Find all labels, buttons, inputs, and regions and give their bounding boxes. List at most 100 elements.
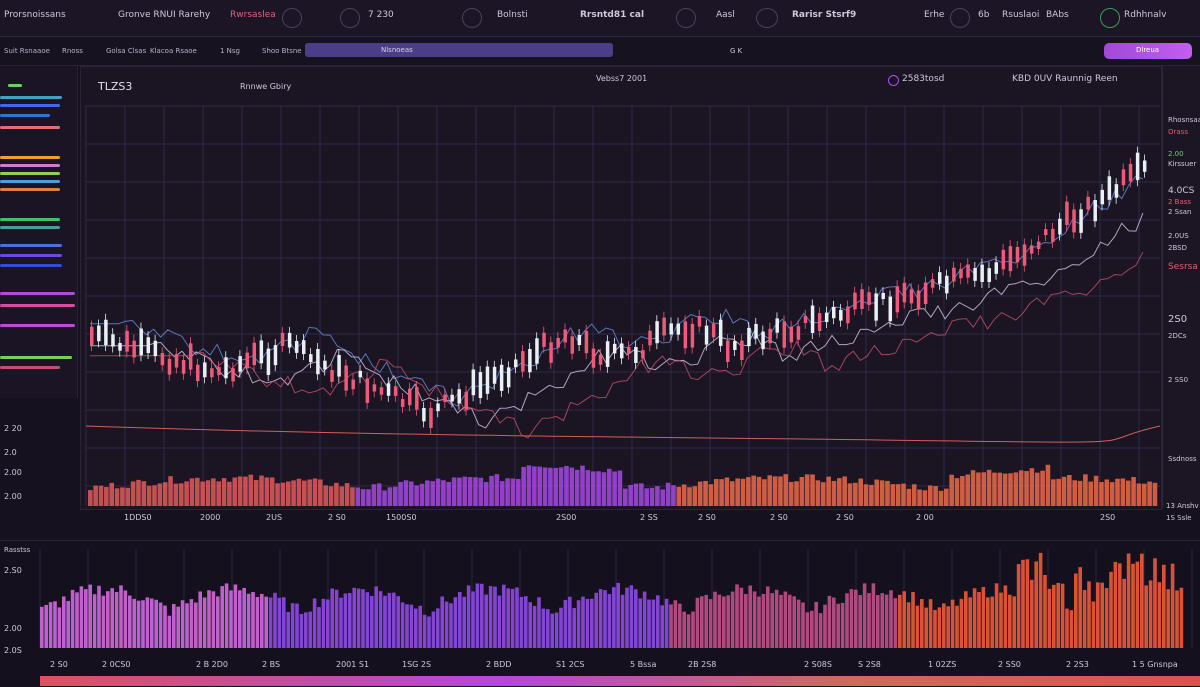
- histogram-bar: [475, 583, 480, 648]
- histogram-bar: [158, 602, 163, 648]
- candle-body: [697, 316, 702, 327]
- histogram-bar: [832, 597, 836, 648]
- volume-bar: [992, 472, 997, 506]
- right-panel-item[interactable]: 2DCs: [1168, 332, 1187, 340]
- right-panel-item[interactable]: 2 SS0: [1168, 376, 1189, 384]
- circle-icon[interactable]: [756, 8, 778, 28]
- right-panel-item[interactable]: 2 Ssan: [1168, 208, 1192, 216]
- volume-bar: [98, 485, 104, 506]
- top-menu-item[interactable]: Erhe: [924, 10, 945, 20]
- candle-body: [817, 313, 822, 332]
- indicator-bar: [0, 188, 60, 191]
- candle-body: [909, 289, 914, 304]
- top-menu-item[interactable]: BAbs: [1046, 10, 1069, 20]
- volume-bar: [312, 478, 318, 506]
- circle-icon[interactable]: [676, 8, 696, 28]
- indicator-dot-icon[interactable]: [888, 75, 899, 86]
- histogram-bar: [722, 596, 726, 648]
- top-menu-item[interactable]: Bolnsti: [497, 10, 528, 20]
- histogram-bar: [937, 607, 942, 648]
- right-panel-item[interactable]: 4.0CS: [1168, 186, 1195, 196]
- histogram-bar: [282, 597, 286, 648]
- search-icon[interactable]: G K: [730, 47, 743, 55]
- right-panel-item[interactable]: 13 Anshv: [1166, 502, 1199, 510]
- candle-body: [1001, 249, 1006, 270]
- histogram-bar: [251, 592, 255, 648]
- symbol-label[interactable]: TLZS3: [98, 80, 133, 93]
- primary-action-button[interactable]: Dlreua: [1104, 43, 1192, 59]
- toolbar-item[interactable]: 1 Nsg: [220, 47, 241, 55]
- histogram-bar: [123, 590, 128, 648]
- toolbar-item[interactable]: Golsa Clsas: [106, 47, 147, 55]
- histogram-bar: [418, 605, 422, 648]
- chart-panel[interactable]: [80, 66, 1162, 510]
- histogram-bar: [858, 595, 862, 648]
- toolbar-item[interactable]: Klacoa Rsaoe: [150, 47, 197, 55]
- volume-bar: [944, 488, 949, 506]
- right-panel-item[interactable]: 2.00: [1168, 150, 1184, 158]
- circle-icon[interactable]: [462, 8, 482, 28]
- histogram-bar: [590, 598, 594, 648]
- chart-grid: [85, 105, 1160, 506]
- volume-bar: [152, 485, 157, 506]
- user-icon[interactable]: [1100, 8, 1120, 28]
- volume-bar: [901, 483, 906, 506]
- candle-body: [761, 331, 765, 350]
- right-panel-item[interactable]: 2.0US: [1168, 232, 1189, 240]
- histogram-bar: [620, 594, 625, 648]
- chart-title: Vebss7 2001: [596, 74, 648, 83]
- right-panel-item[interactable]: 2BSD: [1168, 244, 1187, 252]
- histogram-bar: [585, 598, 590, 648]
- candle-body: [153, 340, 158, 357]
- candles: [90, 146, 1147, 434]
- right-panel-item[interactable]: Orass: [1168, 128, 1188, 136]
- top-menu-item[interactable]: Rsuslaoi: [1002, 10, 1040, 20]
- histogram-bar: [634, 589, 638, 648]
- right-panel-item[interactable]: Ssdnoss: [1168, 455, 1197, 463]
- right-panel-item[interactable]: 1S Ssle: [1166, 514, 1192, 522]
- top-menu-item[interactable]: Rwrsaslea: [230, 10, 276, 20]
- volume-bar: [141, 481, 147, 506]
- candlestick-chart[interactable]: [80, 66, 1160, 510]
- circle-icon[interactable]: [340, 8, 360, 28]
- histogram-bar: [972, 588, 977, 648]
- top-menu-item[interactable]: Rarisr Stsrf9: [792, 10, 857, 20]
- search-input[interactable]: Nlsnoeas: [305, 43, 613, 57]
- candle-body: [443, 394, 447, 402]
- candle-body: [796, 326, 801, 340]
- interval-label[interactable]: Rnnwe Gbiry: [240, 82, 292, 91]
- volume-bar: [360, 489, 366, 506]
- top-menu-item[interactable]: Aasl: [716, 10, 735, 20]
- histogram-bar: [933, 610, 937, 648]
- right-panel-item[interactable]: Sesrsa: [1168, 262, 1198, 272]
- right-panel-item[interactable]: 2 Bass: [1168, 198, 1192, 206]
- right-panel-item[interactable]: Rhosnsaa: [1168, 116, 1200, 124]
- top-menu-item[interactable]: 6b: [978, 10, 990, 20]
- right-panel-item[interactable]: 2S0: [1168, 314, 1188, 325]
- circle-icon[interactable]: [282, 8, 302, 28]
- toolbar-item[interactable]: Suit Rsnaaoe: [4, 47, 50, 55]
- histogram-bar: [849, 589, 854, 648]
- brand-label[interactable]: Prorsnoissans: [4, 10, 66, 20]
- toolbar-item[interactable]: Rnoss: [62, 47, 83, 55]
- right-panel-item[interactable]: Kirssuer: [1168, 160, 1197, 168]
- x-axis-label: 2 S0: [698, 513, 716, 522]
- circle-icon[interactable]: [950, 8, 970, 28]
- top-menu-item[interactable]: Gronve RNUI Rarehy: [118, 10, 211, 20]
- study-label[interactable]: KBD 0UV Raunnig Reen: [1012, 74, 1118, 84]
- indicator-bar: [8, 84, 22, 87]
- toolbar-item[interactable]: Shoo Btsne: [262, 47, 302, 55]
- histogram-bar: [493, 586, 497, 648]
- histogram-bar: [1153, 558, 1157, 648]
- candle-body: [181, 360, 186, 374]
- histogram-bar: [260, 593, 264, 648]
- volume-histogram[interactable]: [0, 540, 1200, 686]
- timeline-strip[interactable]: [40, 676, 1200, 686]
- volume-bar: [719, 479, 724, 506]
- histogram-bar: [1078, 567, 1082, 648]
- user-name[interactable]: Rdhhnalv: [1124, 10, 1167, 20]
- moving-average-line: [90, 212, 1144, 429]
- indicator-label[interactable]: 2583tosd: [902, 74, 945, 84]
- volume-bar: [350, 487, 355, 506]
- volume-bar: [863, 484, 869, 506]
